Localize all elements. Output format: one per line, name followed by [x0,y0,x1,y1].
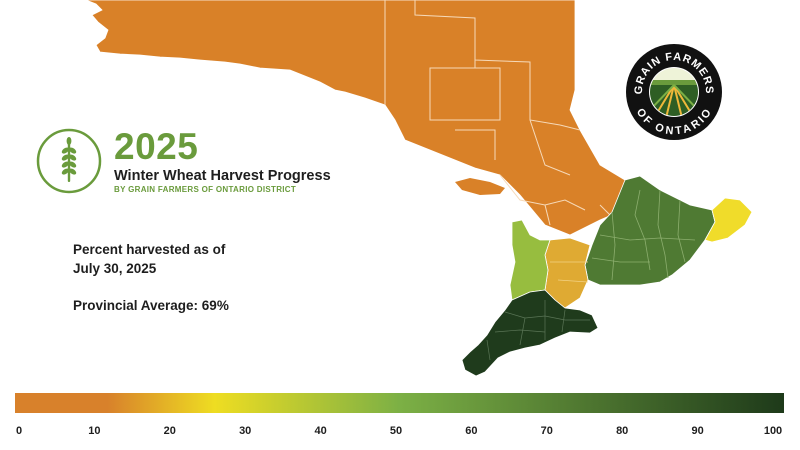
legend-tick-0: 0 [15,425,23,437]
map-region-southwestern-ontario[interactable] [461,289,599,377]
legend-color-bar [15,393,784,413]
legend-tick-60: 60 [465,425,478,437]
legend-tick-labels: 0 10 20 30 40 50 60 70 80 90 100 [0,425,800,441]
legend-tick-50: 50 [389,425,403,437]
legend-tick-40: 40 [314,425,327,437]
page-title: Winter Wheat Harvest Progress [114,168,331,184]
provincial-average: Provincial Average: 69% [73,298,229,313]
grain-farmers-logo: GRAIN FARMERS OF ONTARIO [626,44,722,140]
eastern-district-borders [591,189,696,281]
page-subtitle: BY GRAIN FARMERS OF ONTARIO DISTRICT [114,185,297,194]
ontario-map [85,0,753,377]
legend-tick-30: 30 [239,425,252,437]
simcoe-district-borders [550,261,589,283]
northern-district-borders [384,0,626,226]
asof-line-2: July 30, 2025 [73,261,157,276]
wheat-icon [36,128,102,194]
legend-tick-10: 10 [88,425,101,437]
southwestern-district-borders [486,300,590,361]
asof-text: Percent harvested as of July 30, 2025 [73,240,293,278]
header-year: 2025 [114,126,199,167]
legend-tick-20: 20 [163,425,176,437]
legend-tick-70: 70 [540,425,553,437]
legend-tick-90: 90 [691,425,704,437]
map-region-bruce-grey[interactable] [509,219,551,301]
map-region-northern-ontario[interactable] [85,0,641,236]
map-region-eastern-tip[interactable] [704,197,753,243]
legend-tick-100: 100 [763,425,783,437]
legend-tick-80: 80 [616,425,629,437]
map-island-manitoulin [455,178,505,195]
map-region-eastern-ontario[interactable] [584,175,716,286]
asof-line-1: Percent harvested as of [73,242,226,257]
